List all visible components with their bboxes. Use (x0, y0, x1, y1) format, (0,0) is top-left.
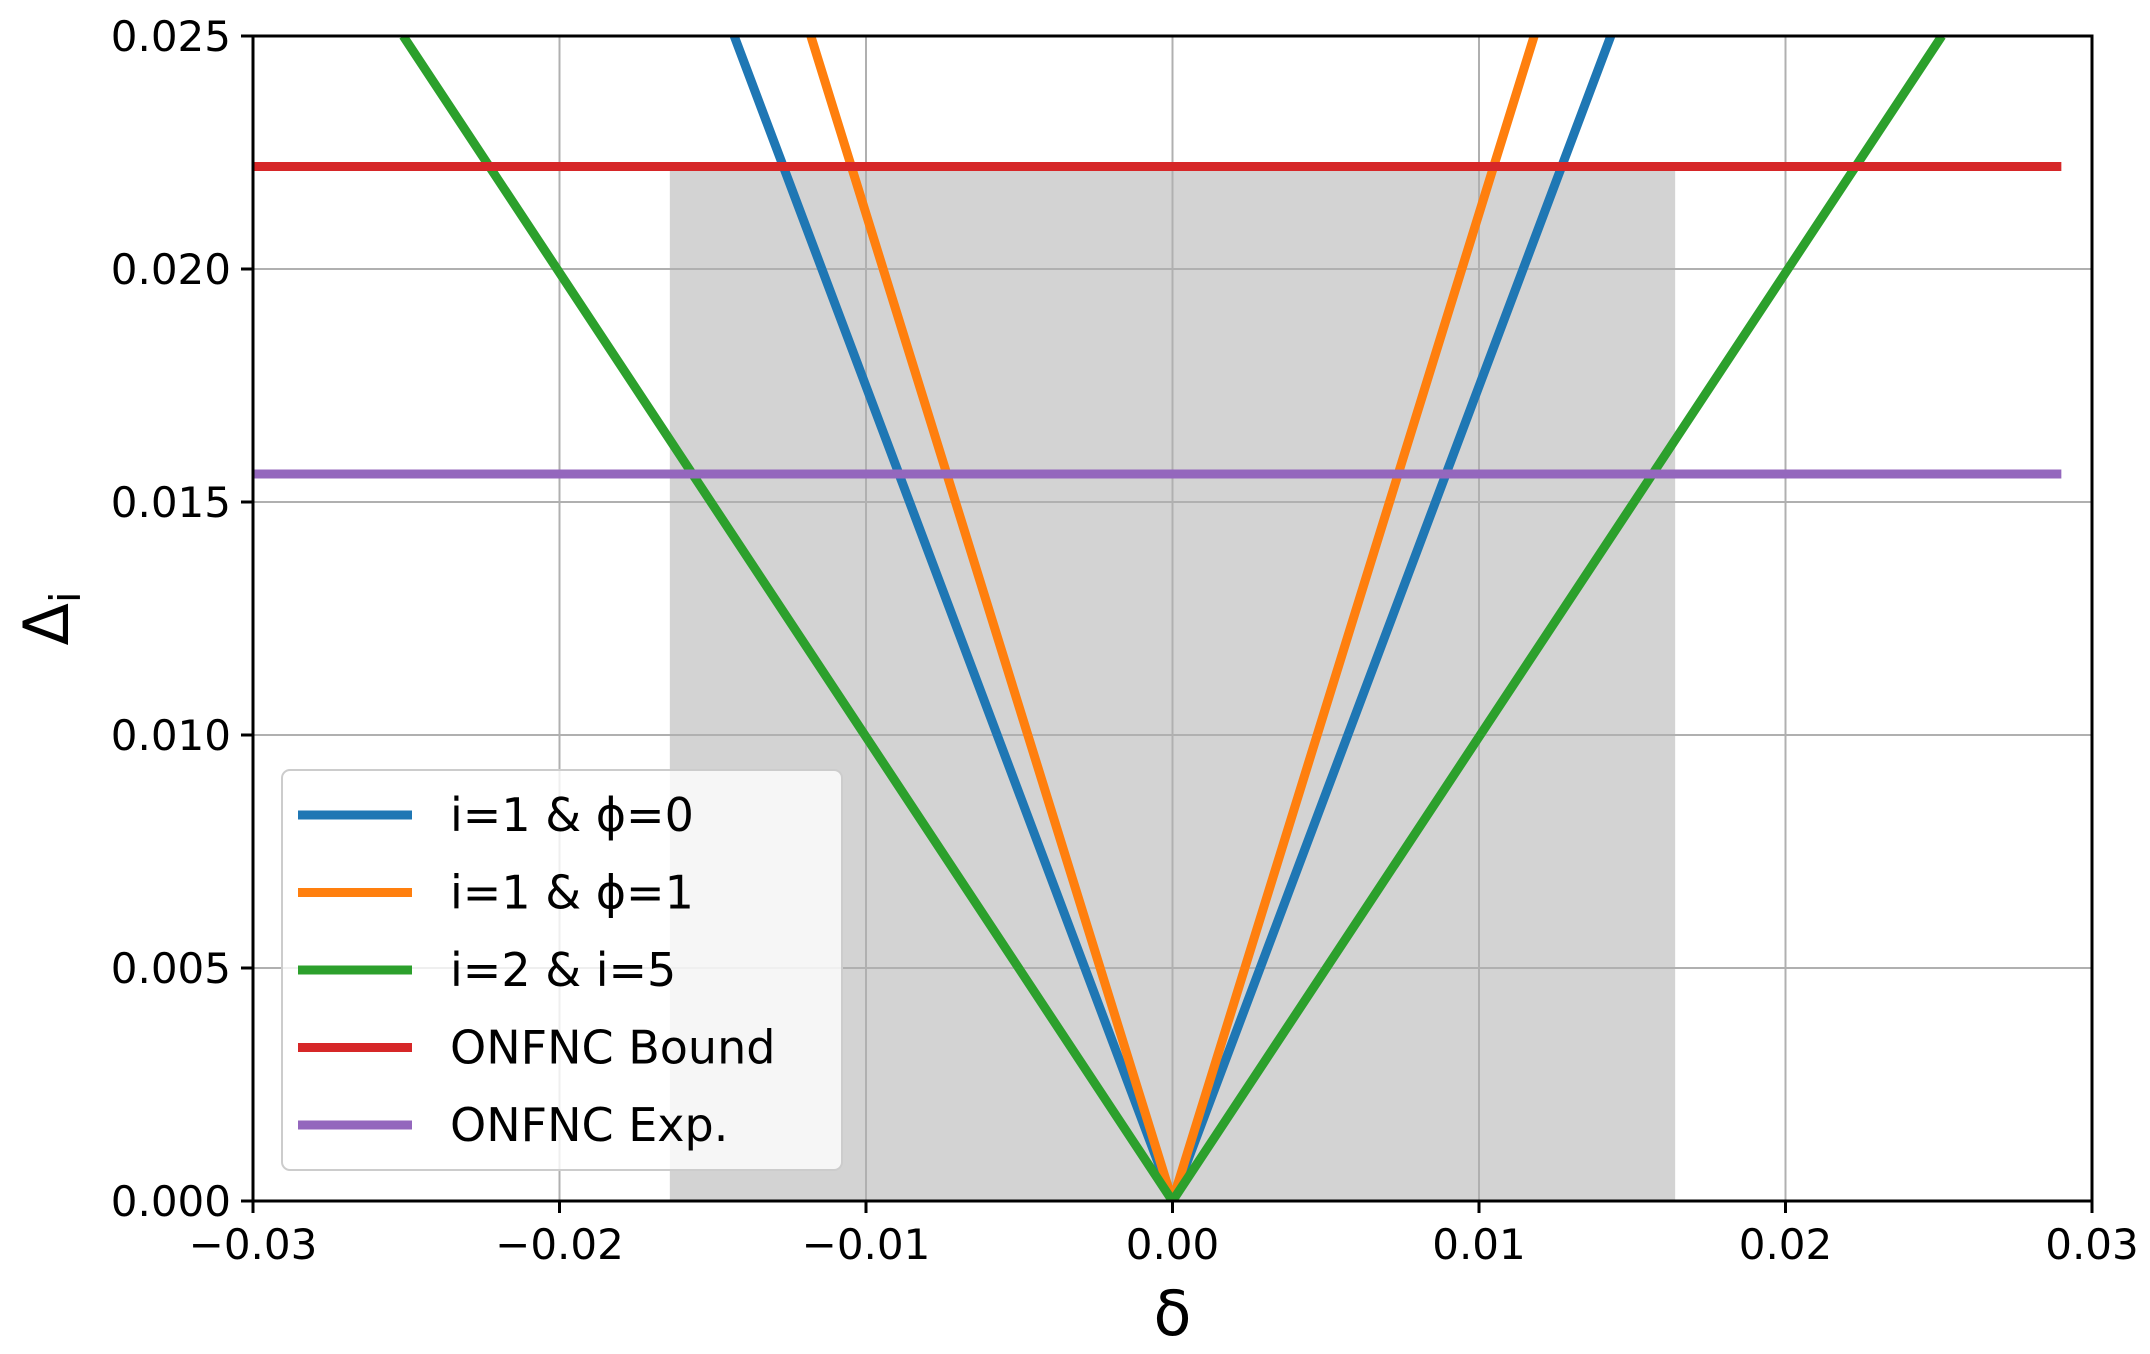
x-tick-label: 0.03 (2045, 1220, 2139, 1269)
series-line-1 (729, 36, 1616, 1201)
series-layer (253, 36, 2062, 1201)
legend-label-4: ONFNC Bound (450, 1021, 775, 1075)
legend: i=1 & ϕ=0 i=1 & ϕ=1 i=2 & i=5 ONFNC Bound ON… (281, 769, 843, 1171)
x-tick-label: 0.01 (1432, 1220, 1526, 1269)
series-line-2 (806, 36, 1539, 1201)
y-axis-label-subscript: i (41, 591, 90, 603)
legend-label-5: ONFNC Exp. (450, 1098, 728, 1152)
x-tick-label: −0.01 (802, 1220, 931, 1269)
y-tick-label: 0.015 (111, 478, 231, 527)
y-axis-label-main: Δ (10, 603, 83, 645)
y-tick-label: 0.010 (111, 711, 231, 760)
x-tick-label: 0.02 (1739, 1220, 1833, 1269)
legend-label-3: i=2 & i=5 (450, 943, 676, 997)
ticks-layer: −0.03 −0.02 −0.01 0.00 0.01 0.02 0.03 0.000 0.00… (111, 12, 2139, 1269)
x-tick-label: 0.00 (1126, 1220, 1220, 1269)
x-tick-label: −0.02 (495, 1220, 624, 1269)
axis-labels-layer: δ Δi (10, 591, 1191, 1350)
y-axis-label: Δi (10, 591, 90, 645)
legend-box (281, 769, 843, 1171)
x-axis-label: δ (1154, 1277, 1192, 1350)
y-tick-label: 0.020 (111, 245, 231, 294)
x-tick-label: −0.03 (189, 1220, 318, 1269)
series-line-3 (399, 36, 1946, 1201)
y-tick-label: 0.025 (111, 12, 231, 61)
legend-label-1: i=1 & ϕ=0 (450, 788, 694, 842)
y-tick-label: 0.005 (111, 944, 231, 993)
y-tick-label: 0.000 (111, 1177, 231, 1226)
legend-label-2: i=1 & ϕ=1 (450, 866, 694, 920)
